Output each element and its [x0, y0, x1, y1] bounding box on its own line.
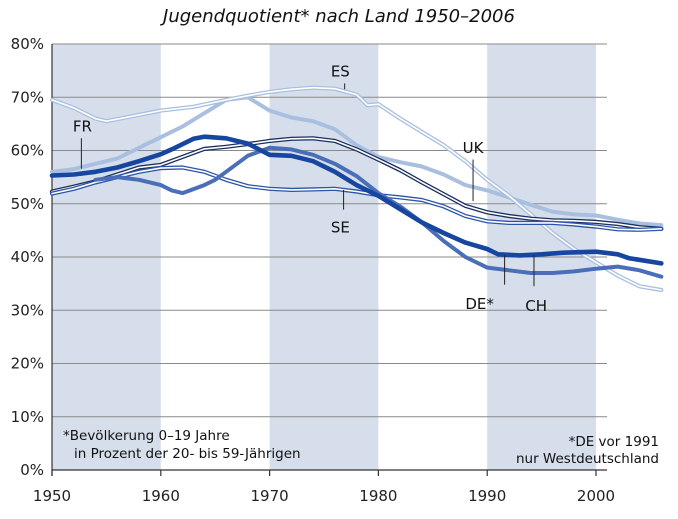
x-tick-label: 2000: [577, 487, 615, 505]
series-es-line-inner: [51, 86, 663, 291]
y-tick-label: 60%: [11, 142, 44, 160]
y-tick-label: 20%: [11, 355, 44, 373]
x-tick-label: 1980: [359, 487, 397, 505]
series-fr-line: [50, 95, 664, 228]
footnote-right-line1: *DE vor 1991: [569, 434, 659, 450]
label-se: SE: [331, 219, 350, 237]
x-tick-label: 1970: [251, 487, 289, 505]
footnote-left-line1: *Bevölkerung 0–19 Jahre: [63, 428, 230, 444]
y-tick-label: 40%: [11, 248, 44, 266]
x-tick-label: 1960: [142, 487, 180, 505]
x-tick-label: 1990: [468, 487, 506, 505]
y-tick-label: 50%: [11, 195, 44, 213]
x-tick-label: 1950: [33, 487, 71, 505]
series-de-line: [49, 134, 664, 266]
label-de: DE*: [465, 295, 494, 313]
label-es: ES: [331, 63, 350, 81]
y-tick-label: 80%: [11, 35, 44, 53]
y-tick-label: 10%: [11, 408, 44, 426]
label-uk: UK: [463, 139, 485, 157]
y-tick-label: 30%: [11, 301, 44, 319]
chart-title: Jugendquotient* nach Land 1950–2006: [163, 6, 515, 27]
footnote-left-line2: in Prozent der 20- bis 59-Jährigen: [74, 446, 301, 462]
series-uk-line-inner: [51, 137, 663, 230]
label-fr: FR: [73, 118, 92, 136]
y-tick-label: 70%: [11, 88, 44, 106]
footnote-right-line2: nur Westdeutschland: [516, 451, 659, 467]
label-ch: CH: [525, 297, 547, 315]
series-ch-line: [93, 145, 664, 279]
series-se-line-inner: [51, 166, 663, 231]
y-tick-label: 0%: [20, 461, 44, 479]
